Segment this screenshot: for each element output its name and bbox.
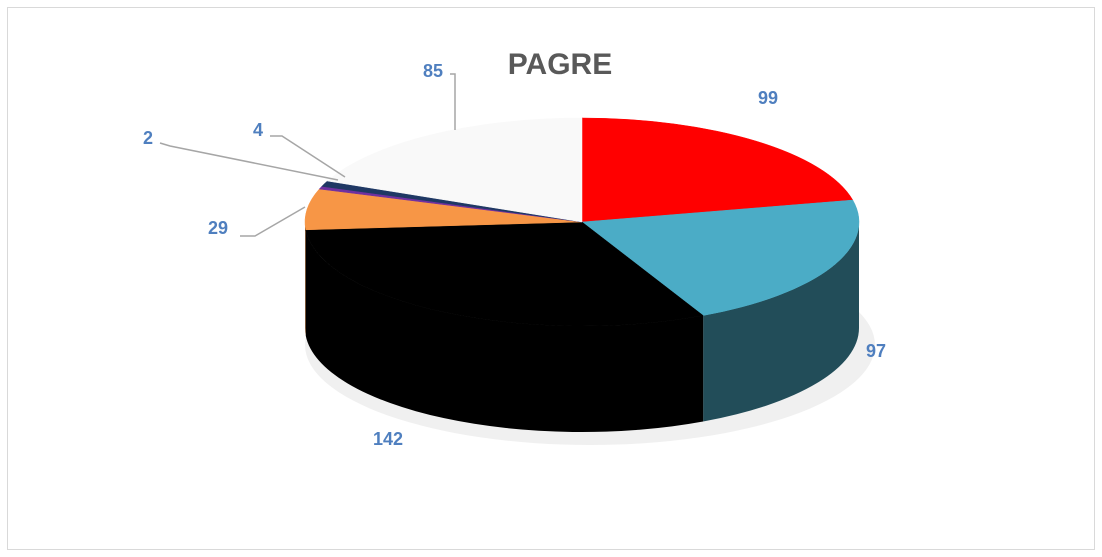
leader-line bbox=[159, 142, 339, 181]
data-label: 85 bbox=[423, 61, 443, 81]
data-label: 29 bbox=[208, 218, 228, 238]
slice-side bbox=[305, 222, 306, 336]
leader-line bbox=[240, 206, 306, 237]
slice-side bbox=[703, 222, 859, 422]
leader-line bbox=[270, 135, 346, 178]
data-label: 2 bbox=[143, 128, 153, 148]
slice bbox=[581, 117, 854, 223]
leader-line bbox=[450, 73, 456, 130]
slice bbox=[326, 117, 583, 223]
data-label: 99 bbox=[758, 88, 778, 108]
data-label: 142 bbox=[373, 429, 403, 449]
slice-side bbox=[305, 229, 704, 432]
data-label: 4 bbox=[253, 120, 263, 140]
slice bbox=[581, 199, 860, 316]
slice bbox=[305, 221, 704, 327]
data-label: 97 bbox=[866, 341, 886, 361]
chart-title: PAGRE bbox=[508, 48, 612, 81]
